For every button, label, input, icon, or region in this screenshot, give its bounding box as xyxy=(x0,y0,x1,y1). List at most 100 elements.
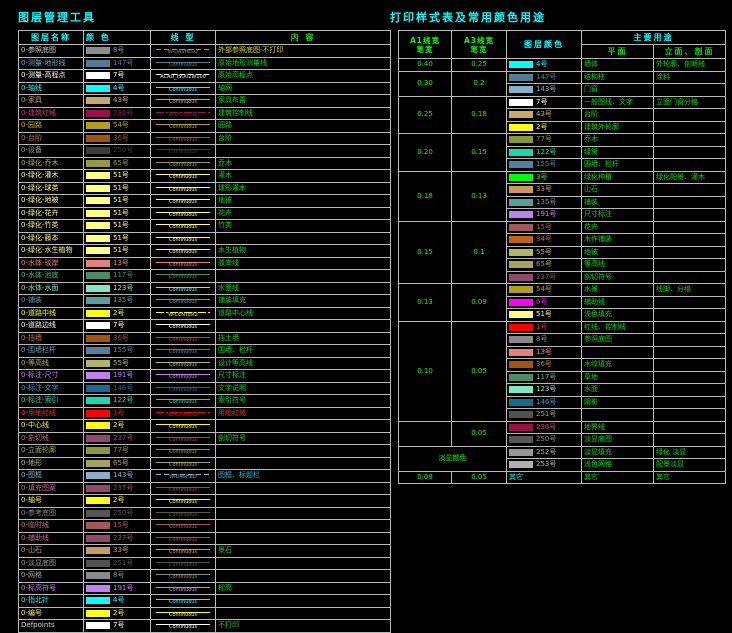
layer-row: 0-绿化-乔木 65号 Continuous 乔木 xyxy=(18,156,391,170)
linetype-sample: Continuous xyxy=(153,509,213,519)
color-index: 251号 xyxy=(113,558,134,567)
layer-row: 0-绿化-灌木 51号 Continuous 灌木 xyxy=(18,169,391,183)
color-swatch xyxy=(86,72,110,79)
color-index: 253号 xyxy=(536,460,557,468)
color-index: 7号 xyxy=(113,621,125,629)
color-index: 36号 xyxy=(113,133,129,142)
color-index: 51号 xyxy=(113,171,129,179)
plan-usage: 红线、控制线 xyxy=(581,320,654,334)
layer-content: 竹类 xyxy=(215,219,391,233)
layer-name: 0-绿化-花卉 xyxy=(18,206,84,220)
layer-row: 0-参照底图 8号 W-DASHED2 外部参照底图·不打印 xyxy=(18,44,391,58)
linetype-sample: W-DASHED xyxy=(153,471,213,481)
layer-content: 园路 xyxy=(215,119,391,133)
color-swatch xyxy=(509,98,533,106)
layer-name: 0-参考底图 xyxy=(18,506,84,520)
print-style-row: 123号 水面 xyxy=(399,383,726,397)
linetype-line xyxy=(156,624,210,625)
layer-content xyxy=(215,481,391,495)
layer-color-cell: 65号 xyxy=(83,156,151,170)
layer-name: 0-道路边线 xyxy=(18,319,84,333)
color-index: 51号 xyxy=(536,310,552,318)
color-index: 155号 xyxy=(113,346,134,354)
color-index: 43号 xyxy=(536,110,552,118)
layer-name: 0-水体-驳岸 xyxy=(18,256,84,270)
layer-color-cell: 155号 xyxy=(83,344,151,358)
layer-color-cell: 146号 xyxy=(506,395,582,409)
linetype-cell: Continuous xyxy=(150,94,216,108)
a1-penwidth-value: 0.18 xyxy=(398,170,452,222)
color-swatch xyxy=(509,286,533,293)
layer-color-cell: 7号 xyxy=(83,619,151,633)
linetype-name: Continuous xyxy=(169,386,197,393)
color-index: 8号 xyxy=(113,46,125,54)
linetype-cell: ACAD_ISO02W100 xyxy=(150,69,216,83)
linetype-name: Continuous xyxy=(169,286,197,293)
linetype-line xyxy=(156,86,210,88)
linetype-cell: Continuous xyxy=(150,369,216,383)
layer-row: 0-中心线 2号 Continuous xyxy=(18,419,391,433)
layer-name: 0-轴号 xyxy=(18,494,84,508)
linetype-cell: Continuous xyxy=(150,206,216,220)
elevation-usage xyxy=(653,133,726,147)
print-style-row: 0.05 236号 地界线 xyxy=(398,420,726,447)
color-index: 250号 xyxy=(113,146,134,154)
color-swatch xyxy=(86,372,110,379)
plan-usage: 阴影 xyxy=(581,395,654,409)
layer-name: 0-标高符号 xyxy=(18,581,84,595)
linetype-cell: Continuous xyxy=(150,56,216,70)
linetype-name: Continuous xyxy=(169,186,197,193)
layer-color-cell: 237号 xyxy=(83,431,151,445)
linetype-line xyxy=(156,486,210,488)
linetype-line xyxy=(156,599,210,600)
layer-name: 0-铺装 xyxy=(18,294,84,308)
linetype-name: W-CENTER2 xyxy=(168,111,198,118)
layer-color-cell: 33号 xyxy=(506,183,582,197)
color-index: 146号 xyxy=(113,383,134,392)
color-index: 34号 xyxy=(536,235,552,243)
linetype-cell: Continuous xyxy=(150,156,216,170)
a3-penwidth-value: 0.1 xyxy=(451,220,507,284)
layer-content xyxy=(215,231,391,245)
linetype-cell: Continuous xyxy=(150,319,216,333)
plan-usage: 围墙、栏杆 xyxy=(581,158,654,172)
linetype-sample: Continuous xyxy=(153,371,213,381)
layer-content: 建筑控制线 xyxy=(215,106,391,120)
layer-color-cell: 253号 xyxy=(506,458,582,472)
layer-color-cell: 191号 xyxy=(506,208,582,222)
linetype-name: Continuous xyxy=(169,61,197,68)
a1-penwidth-value: 0.15 xyxy=(398,220,452,284)
a1-penwidth-value: 0.10 xyxy=(398,320,452,422)
color-index: 122号 xyxy=(536,147,557,156)
linetype-name: Continuous xyxy=(169,324,197,330)
plan-usage: 浅色网格 xyxy=(581,458,654,472)
color-swatch xyxy=(86,272,110,279)
layer-color-cell: 15号 xyxy=(83,519,151,533)
color-index: 13号 xyxy=(536,347,552,356)
linetype-cell: Continuous xyxy=(150,394,216,408)
linetype-name: Continuous xyxy=(169,274,197,280)
color-swatch xyxy=(509,136,533,143)
linetype-cell: Continuous xyxy=(150,194,216,208)
color-swatch xyxy=(509,173,533,181)
color-index: 7号 xyxy=(113,321,125,329)
layer-row: 0-立面轮廓 77号 Continuous xyxy=(18,444,391,458)
plan-usage: 木作铺装 xyxy=(581,233,654,247)
linetype-sample: Continuous xyxy=(153,346,213,356)
color-index: 51号 xyxy=(113,208,129,217)
layer-name: 0-立面轮廓 xyxy=(18,444,84,458)
plan-usage: 地被 xyxy=(581,245,654,259)
layer-content: 标高 xyxy=(215,581,391,595)
plan-usage: 绿篱 xyxy=(581,145,654,159)
plan-usage: 门窗 xyxy=(581,83,654,97)
color-swatch xyxy=(86,497,110,504)
linetype-sample: Continuous xyxy=(153,496,213,506)
elevation-usage xyxy=(653,370,726,384)
layer-name: 0-台阶 xyxy=(18,131,84,145)
layer-content xyxy=(215,456,391,470)
layer-row: 0-园路 54号 Continuous 园路 xyxy=(18,119,391,133)
color-swatch xyxy=(86,447,110,454)
layer-color-cell: 43号 xyxy=(506,108,582,122)
layer-content: 设计等高线 xyxy=(215,356,391,370)
layer-color-cell: 250号 xyxy=(506,433,582,447)
